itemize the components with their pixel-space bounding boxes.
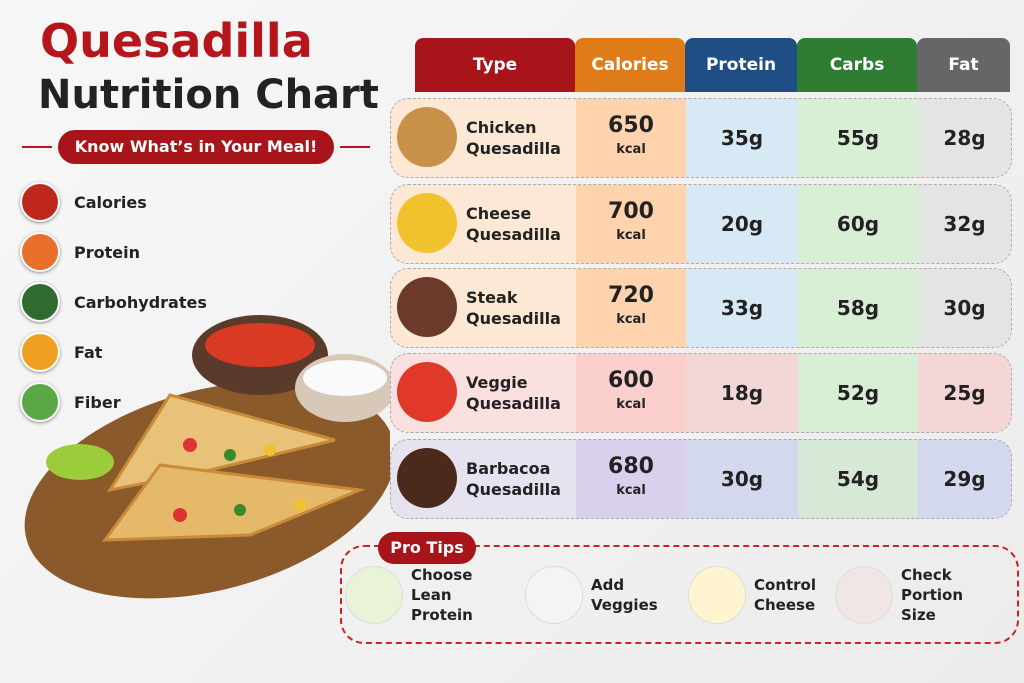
column-header: Carbs: [797, 38, 917, 92]
legend-label: Fiber: [74, 392, 121, 412]
food-image: [397, 362, 457, 422]
tips-box: [340, 545, 1019, 644]
legend-icon: [20, 232, 60, 272]
tip-text: Add Veggies: [591, 576, 658, 614]
protein-cell: 30g: [686, 440, 798, 518]
legend-icon: [20, 182, 60, 222]
fat-cell: 29g: [918, 440, 1011, 518]
carbs-cell: 54g: [798, 440, 918, 518]
legend-icon: [20, 282, 60, 322]
carbs-cell: 52g: [798, 354, 918, 432]
fat-cell: 32g: [918, 185, 1011, 263]
calories-cell: 720 kcal: [576, 269, 686, 347]
legend-label: Fat: [74, 342, 103, 362]
calories-unit: kcal: [616, 312, 646, 327]
legend-label: Calories: [74, 192, 147, 212]
calories-unit: kcal: [616, 397, 646, 412]
calories-unit: kcal: [616, 142, 646, 157]
tip-text: Choose Lean Protein: [411, 566, 473, 624]
title: Quesadilla: [40, 14, 313, 68]
title-line-2: Nutrition Chart: [38, 72, 379, 118]
calories-cell: 700 kcal: [576, 185, 686, 263]
food-image: [397, 448, 457, 508]
table-row: Chicken Quesadilla 650 kcal 35g 55g 28g: [390, 98, 1012, 178]
column-header: Calories: [575, 38, 685, 92]
legend-label: Protein: [74, 242, 140, 262]
table-row: Steak Quesadilla 720 kcal 33g 58g 30g: [390, 268, 1012, 348]
calories-unit: kcal: [616, 483, 646, 498]
tip-icon: [345, 566, 403, 624]
fat-cell: 28g: [918, 99, 1011, 177]
table-row: Veggie Quesadilla 600 kcal 18g 52g 25g: [390, 353, 1012, 433]
tip-item: Choose Lean Protein: [345, 565, 511, 625]
carbs-cell: 58g: [798, 269, 918, 347]
calories-value: 700: [608, 199, 654, 224]
column-header: Fat: [917, 38, 1010, 92]
food-image: [397, 277, 457, 337]
tip-item: Add Veggies: [525, 565, 691, 625]
table-row: Cheese Quesadilla 700 kcal 20g 60g 32g: [390, 184, 1012, 264]
table-row: Barbacoa Quesadilla 680 kcal 30g 54g 29g: [390, 439, 1012, 519]
legend-label: Carbohydrates: [74, 292, 207, 312]
legend-item: Protein: [20, 232, 140, 272]
tip-icon: [688, 566, 746, 624]
food-name: Veggie Quesadilla: [466, 373, 561, 413]
legend-item: Fiber: [20, 382, 121, 422]
food-name: Cheese Quesadilla: [466, 204, 561, 244]
tip-icon: [835, 566, 893, 624]
tip-item: Check Portion Size: [835, 565, 1001, 625]
tip-text: Control Cheese: [754, 576, 817, 614]
protein-cell: 20g: [686, 185, 798, 263]
column-header: Type: [415, 38, 575, 92]
legend-icon: [20, 382, 60, 422]
food-name: Chicken Quesadilla: [466, 118, 561, 158]
calories-value: 650: [608, 113, 654, 138]
carbs-cell: 55g: [798, 99, 918, 177]
tip-item: Control Cheese: [688, 565, 854, 625]
fat-cell: 25g: [918, 354, 1011, 432]
food-name: Steak Quesadilla: [466, 288, 561, 328]
legend-icon: [20, 332, 60, 372]
tip-text: Check Portion Size: [901, 566, 963, 624]
calories-value: 600: [608, 368, 654, 393]
calories-unit: kcal: [616, 228, 646, 243]
calories-cell: 600 kcal: [576, 354, 686, 432]
calories-value: 720: [608, 283, 654, 308]
protein-cell: 35g: [686, 99, 798, 177]
food-image: [397, 107, 457, 167]
carbs-cell: 60g: [798, 185, 918, 263]
calories-value: 680: [608, 454, 654, 479]
fat-cell: 30g: [918, 269, 1011, 347]
food-illustration: [22, 146, 390, 599]
legend-item: Fat: [20, 332, 102, 372]
protein-cell: 18g: [686, 354, 798, 432]
calories-cell: 650 kcal: [576, 99, 686, 177]
subtitle: Know What’s in Your Meal!: [58, 130, 334, 164]
tips-title: Pro Tips: [378, 532, 476, 564]
protein-cell: 33g: [686, 269, 798, 347]
food-name: Barbacoa Quesadilla: [466, 459, 561, 499]
legend-item: Carbohydrates: [20, 282, 207, 322]
legend-item: Calories: [20, 182, 147, 222]
food-image: [397, 193, 457, 253]
column-header: Protein: [685, 38, 797, 92]
tip-icon: [525, 566, 583, 624]
calories-cell: 680 kcal: [576, 440, 686, 518]
